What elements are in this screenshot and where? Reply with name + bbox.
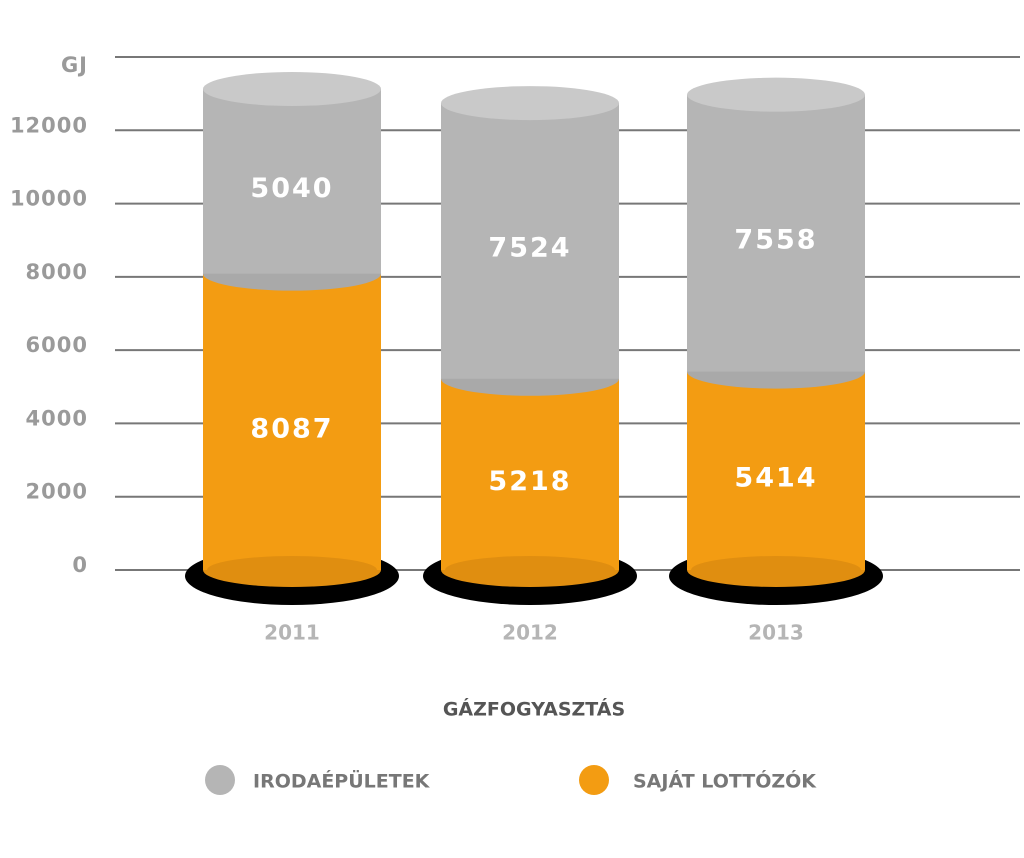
legend-swatch	[579, 765, 609, 795]
value-label: 5218	[488, 466, 571, 497]
x-tick-label: 2013	[748, 621, 804, 645]
legend-swatch	[205, 765, 235, 795]
bar-segment	[687, 94, 865, 372]
x-tick-label: 2012	[502, 621, 558, 645]
value-label: 5414	[734, 462, 817, 493]
chart-title: GÁZFOGYASZTÁS	[443, 698, 625, 721]
y-axis-label: GJ	[61, 53, 88, 77]
value-label: 8087	[250, 413, 333, 444]
cylinder-cap	[441, 86, 619, 121]
x-tick-label: 2011	[264, 621, 320, 645]
bar-segment	[687, 371, 865, 570]
y-tick-label: 2000	[26, 480, 88, 504]
y-tick-label: 4000	[26, 406, 88, 430]
legend-label: IRODAÉPÜLETEK	[253, 769, 431, 793]
value-label: 7558	[734, 225, 817, 256]
cylinder-cap	[687, 77, 865, 112]
cylinder-base-front	[207, 556, 377, 584]
bar-segment	[441, 103, 619, 379]
y-tick-label: 6000	[26, 333, 88, 357]
y-tick-label: 8000	[26, 260, 88, 284]
value-label: 7524	[488, 232, 571, 263]
y-tick-label: 10000	[10, 187, 88, 211]
value-label: 5040	[250, 173, 333, 204]
bar-segment	[203, 273, 381, 570]
bar-segment	[203, 88, 381, 274]
cylinder-cap	[203, 71, 381, 106]
bar-segment	[441, 378, 619, 570]
y-tick-label: 12000	[10, 113, 88, 137]
cylinder-base-front	[691, 556, 861, 584]
cylinder-base-front	[445, 556, 615, 584]
legend-label: SAJÁT LOTTÓZÓK	[633, 769, 817, 793]
y-tick-label: 0	[72, 553, 88, 577]
